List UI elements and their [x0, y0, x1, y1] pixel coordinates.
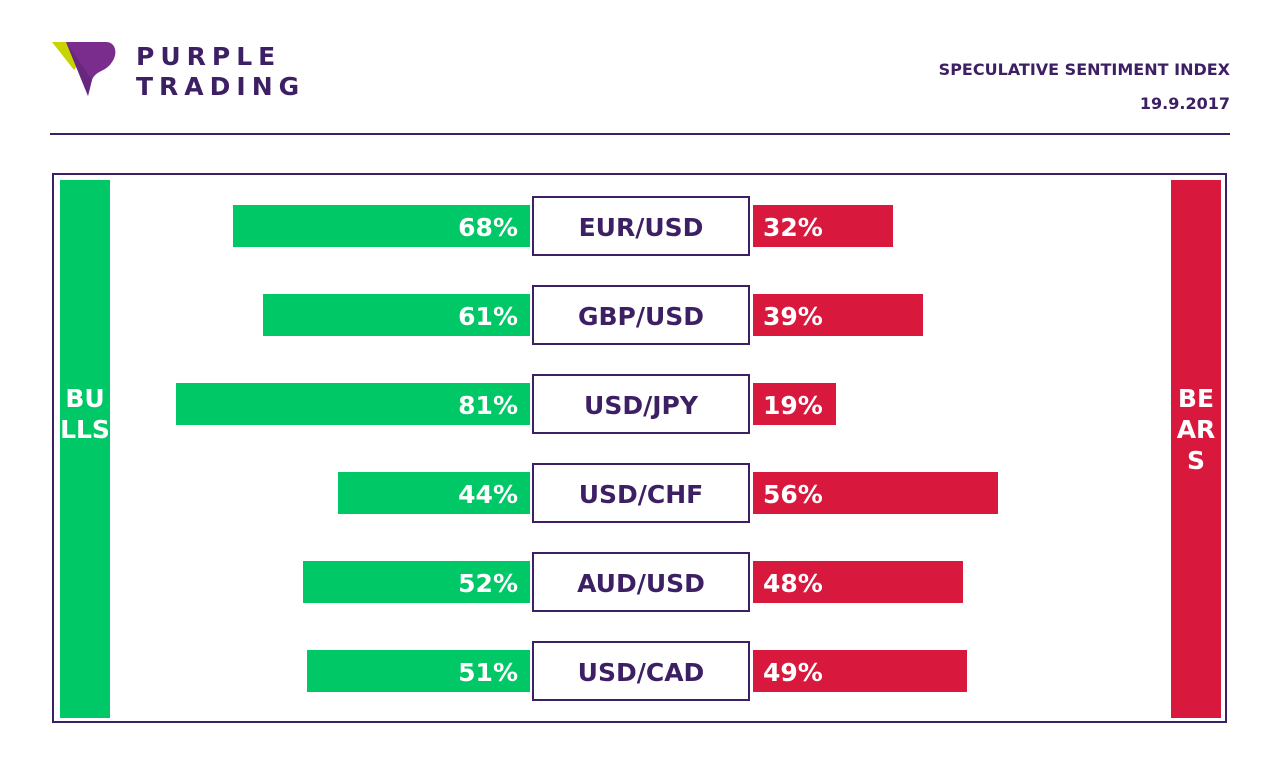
brand-name-line2: TRADING	[136, 72, 306, 101]
brand-name-line1: PURPLE	[136, 42, 282, 71]
bull-bar	[302, 561, 530, 603]
currency-pair-label: USD/CHF	[532, 463, 750, 523]
bear-bar	[753, 472, 998, 514]
bull-value-label: 61%	[458, 302, 518, 331]
bull-bar	[337, 472, 530, 514]
currency-pair-label: EUR/USD	[532, 196, 750, 256]
bull-bar	[232, 205, 530, 247]
bull-bar	[176, 383, 530, 425]
bear-bar	[753, 205, 893, 247]
currency-pair-label: USD/JPY	[532, 374, 750, 434]
bull-bar	[307, 650, 530, 692]
report-date: 19.9.2017	[1139, 94, 1230, 113]
bear-bar	[753, 561, 963, 603]
bull-value-label: 81%	[458, 391, 518, 420]
bear-bar	[753, 650, 968, 692]
pair-row: 52% 48% AUD/USD	[0, 552, 1280, 612]
bull-value-label: 51%	[458, 658, 518, 687]
header-divider	[50, 133, 1230, 135]
pair-row: 44% 56% USD/CHF	[0, 463, 1280, 523]
currency-pair-label: USD/CAD	[532, 641, 750, 701]
purple-trading-logo-icon	[52, 42, 116, 96]
bull-value-label: 68%	[458, 213, 518, 242]
page-title: SPECULATIVE SENTIMENT INDEX	[938, 60, 1230, 79]
bear-value-label: 49%	[763, 658, 823, 687]
bear-value-label: 19%	[763, 391, 823, 420]
bull-value-label: 52%	[458, 569, 518, 598]
bear-value-label: 32%	[763, 213, 823, 242]
currency-pair-label: GBP/USD	[532, 285, 750, 345]
pair-row: 61% 39% GBP/USD	[0, 285, 1280, 345]
chart-frame	[52, 173, 1227, 723]
bulls-label: BULLS	[60, 384, 110, 444]
bear-value-label: 39%	[763, 302, 823, 331]
pair-row: 68% 32% EUR/USD	[0, 196, 1280, 256]
bears-side-bar: BEARS	[1171, 180, 1221, 718]
currency-pair-label: AUD/USD	[532, 552, 750, 612]
bulls-side-bar: BULLS	[60, 180, 110, 718]
bull-value-label: 44%	[458, 480, 518, 509]
pair-row: 51% 49% USD/CAD	[0, 641, 1280, 701]
bear-bar	[753, 294, 924, 336]
bear-bar	[753, 383, 837, 425]
bear-value-label: 56%	[763, 480, 823, 509]
pair-row: 81% 19% USD/JPY	[0, 374, 1280, 434]
bull-bar	[263, 294, 530, 336]
bear-value-label: 48%	[763, 569, 823, 598]
bears-label: BEARS	[1176, 384, 1216, 475]
